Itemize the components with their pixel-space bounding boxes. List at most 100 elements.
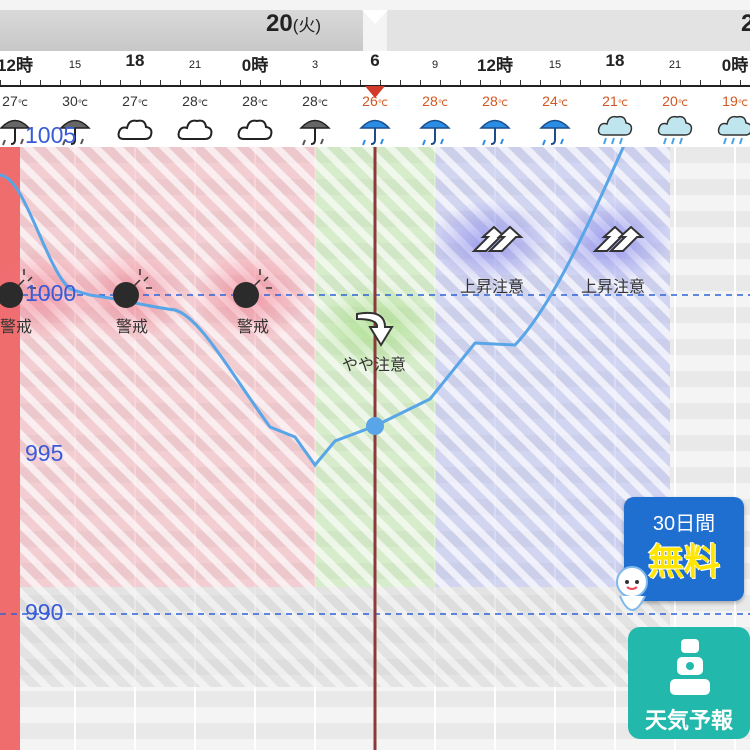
hour-label: 21	[188, 59, 202, 71]
umbrella-blue-icon	[475, 113, 515, 147]
cloud-rain-icon	[715, 113, 750, 147]
hour-label: 12時	[477, 56, 513, 75]
hour-tick	[300, 80, 301, 85]
arrow-down-icon	[356, 311, 394, 347]
hour-tick	[620, 80, 621, 85]
hour-tick	[500, 80, 501, 85]
hour-label: 15	[68, 59, 82, 71]
weather-icon-row	[0, 113, 750, 147]
temperature-unit: ℃	[497, 98, 508, 108]
hour-tick	[360, 80, 361, 85]
temperature-value: 19	[722, 93, 738, 109]
next-date-label: 2	[741, 10, 750, 37]
temperature-label: 21℃	[602, 93, 628, 109]
temperature-unit: ℃	[617, 98, 628, 108]
temperature-unit: ℃	[257, 98, 268, 108]
bomb-spark	[17, 269, 36, 289]
time-row: 12時 15 18 21 0時 3 6 9 12時 15 18 21 0時	[0, 51, 750, 87]
bomb-spark	[253, 269, 272, 289]
hour-tick	[180, 80, 181, 85]
temperature-value: 21	[602, 93, 618, 109]
future-date-bar	[387, 10, 750, 51]
past-severe-band	[0, 147, 20, 750]
umbrella-gray-icon	[55, 113, 95, 147]
temperature-label: 28℃	[482, 93, 508, 109]
temperature-label: 30℃	[62, 93, 88, 109]
alert-label: やや注意	[341, 355, 406, 374]
temperature-value: 26	[362, 93, 378, 109]
app-icon	[670, 639, 710, 695]
now-marker-triangle	[365, 86, 385, 98]
cloud-rain-icon	[595, 113, 635, 147]
pressure-axis-label: 1000	[25, 280, 77, 306]
temperature-value: 28	[422, 93, 438, 109]
hour-tick	[720, 80, 721, 85]
temperature-unit: ℃	[17, 98, 28, 108]
temperature-label: 27℃	[2, 93, 28, 109]
hour-tick	[160, 80, 161, 85]
umbrella-blue-icon	[355, 113, 395, 147]
hour-tick	[380, 80, 381, 85]
hour-label: 12時	[0, 56, 33, 75]
past-date-bar	[0, 10, 363, 51]
weather-forecast-app-button[interactable]: 天気予報	[628, 627, 750, 739]
hour-label: 9	[431, 59, 439, 71]
temperature-label: 20℃	[662, 93, 688, 109]
mascot-icon	[616, 566, 648, 611]
arrow-up-icon	[471, 225, 508, 252]
hour-tick	[540, 80, 541, 85]
hour-tick	[640, 80, 641, 85]
app-button-label: 天気予報	[644, 709, 733, 734]
temperature-unit: ℃	[77, 98, 88, 108]
warning-band	[20, 147, 315, 587]
hour-tick	[340, 80, 341, 85]
hour-tick	[560, 80, 561, 85]
temperature-value: 30	[62, 93, 78, 109]
hour-label: 15	[548, 59, 562, 71]
cloud-rain-icon	[655, 113, 695, 147]
hour-tick	[20, 80, 21, 85]
bomb-icon	[113, 282, 139, 308]
temperature-label: 24℃	[542, 93, 568, 109]
hour-tick	[40, 80, 41, 85]
pressure-axis-label: 995	[25, 440, 64, 466]
hour-tick	[200, 80, 201, 85]
umbrella-gray-icon	[0, 113, 35, 147]
date-label: 20(火)	[266, 10, 321, 38]
hour-label: 21	[668, 59, 682, 71]
cloud-icon	[235, 113, 275, 147]
temperature-value: 27	[122, 93, 138, 109]
temperature-label: 27℃	[122, 93, 148, 109]
alert-label: 上昇注意	[459, 277, 524, 296]
hour-tick	[600, 80, 601, 85]
temperature-value: 28	[242, 93, 258, 109]
temperature-unit: ℃	[197, 98, 208, 108]
hour-tick	[140, 80, 141, 85]
date-number: 20	[266, 10, 293, 37]
temperature-unit: ℃	[437, 98, 448, 108]
alert-label: 上昇注意	[580, 277, 645, 296]
bomb-spark	[133, 269, 152, 289]
hour-tick	[440, 80, 441, 85]
free-trial-label: 無料	[647, 542, 720, 583]
arrow-up-icon	[608, 225, 645, 252]
temperature-value: 28	[302, 93, 318, 109]
temperature-label: 28℃	[302, 93, 328, 109]
hour-tick	[220, 80, 221, 85]
temperature-value: 28	[482, 93, 498, 109]
temperature-value: 28	[182, 93, 198, 109]
umbrella-blue-icon	[415, 113, 455, 147]
hour-tick	[660, 80, 661, 85]
alert-label: 警戒	[236, 317, 269, 336]
hour-label: 18	[605, 51, 625, 70]
bomb-icon	[233, 282, 259, 308]
hour-label: 0時	[721, 56, 749, 75]
hour-label: 0時	[241, 56, 269, 75]
hour-tick	[420, 80, 421, 85]
pressure-axis-label: 1005	[25, 122, 77, 148]
current-pressure-point	[366, 417, 384, 435]
temperature-value: 27	[2, 93, 18, 109]
